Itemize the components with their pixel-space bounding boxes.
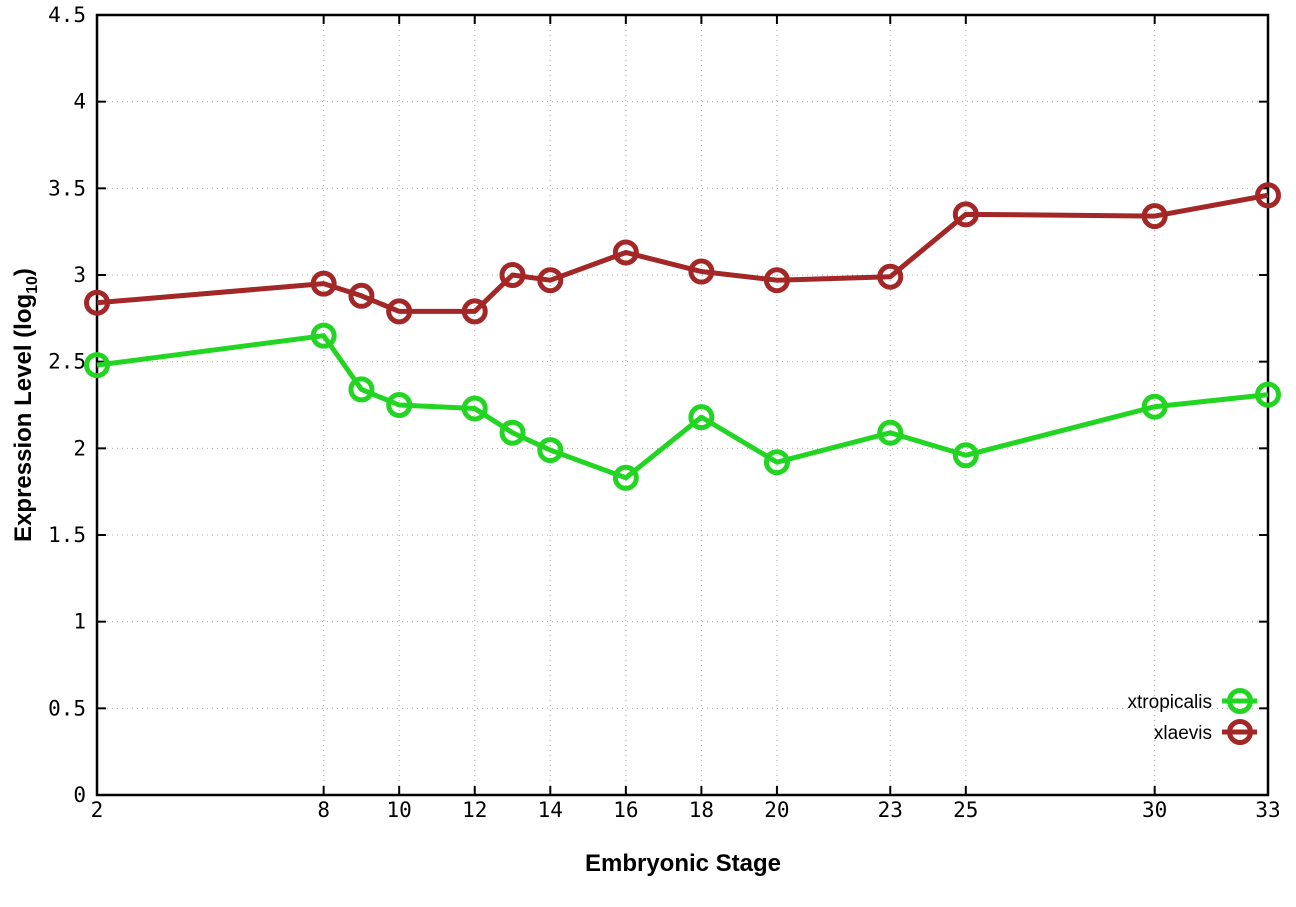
legend-marker-xtropicalis: [1227, 688, 1253, 714]
x-tick-label: 2: [91, 798, 104, 822]
x-tick-label: 10: [387, 798, 412, 822]
xlaevis-data-point: [612, 239, 639, 266]
y-axis-title-text: Expression Level (log: [10, 293, 37, 542]
xlaevis-data-point: [688, 258, 715, 285]
x-tick-label: 14: [538, 798, 563, 822]
xtropicalis-data-point: [461, 395, 488, 422]
xtropicalis-data-point: [348, 376, 375, 403]
xlaevis-data-point: [1255, 182, 1281, 209]
xtropicalis-data-point: [763, 449, 790, 476]
xtropicalis-data-point: [1255, 381, 1281, 408]
xlaevis-data-point: [763, 267, 790, 294]
xlaevis-data-point: [310, 270, 337, 297]
xtropicalis-data-point: [688, 404, 715, 431]
y-tick-label: 2.5: [48, 350, 86, 374]
y-tick-label: 0.5: [48, 696, 86, 720]
xlaevis-data-point: [386, 298, 413, 325]
xtropicalis-data-point: [310, 322, 337, 349]
y-tick-label: 1.5: [48, 523, 86, 547]
x-tick-label: 8: [317, 798, 330, 822]
y-axis-title-close: ): [10, 268, 37, 277]
xlaevis-data-point: [877, 263, 904, 290]
x-tick-label: 25: [953, 798, 978, 822]
plot-border: [95, 13, 1270, 797]
xlaevis-data-point: [1141, 203, 1168, 230]
x-tick-label: 12: [462, 798, 487, 822]
xtropicalis-data-point: [499, 419, 526, 446]
x-tick-label: 16: [613, 798, 638, 822]
y-tick-label: 4.5: [48, 3, 86, 27]
y-tick-label: 4: [73, 90, 86, 114]
y-tick-label: 3: [73, 263, 86, 287]
xlaevis-data-point: [348, 282, 375, 309]
x-tick-label: 23: [878, 798, 903, 822]
y-tick-label: 3.5: [48, 176, 86, 200]
x-tick-label: 33: [1255, 798, 1280, 822]
xtropicalis-data-point: [877, 419, 904, 446]
xlaevis-data-point: [84, 289, 110, 316]
xtropicalis-data-point: [1141, 393, 1168, 420]
xtropicalis-data-point: [537, 437, 564, 464]
xlaevis-data-point: [461, 298, 488, 325]
xlaevis-data-point: [499, 262, 526, 288]
legend-label-xtropicalis: xtropicalis: [1128, 692, 1212, 713]
xlaevis-data-point: [952, 201, 979, 228]
xtropicalis-data-point: [386, 392, 413, 418]
xtropicalis-line: [96, 333, 1269, 481]
y-tick-label: 0: [73, 783, 86, 807]
xtropicalis-data-point: [952, 442, 979, 469]
xlaevis-data-point: [537, 267, 564, 294]
y-tick-label: 2: [73, 436, 86, 460]
legend-marker-xlaevis: [1227, 719, 1253, 745]
xtropicalis-data-point: [612, 464, 639, 491]
x-tick-label: 18: [689, 798, 714, 822]
xlaevis-line: [96, 192, 1269, 314]
legend-label-xlaevis: xlaevis: [1154, 723, 1212, 744]
xtropicalis-data-point: [84, 352, 110, 379]
x-tick-label: 30: [1142, 798, 1167, 822]
y-axis-title-subscript: 10: [24, 276, 41, 294]
y-tick-label: 1: [73, 610, 86, 634]
x-tick-label: 20: [764, 798, 789, 822]
y-axis-title: Expression Level (log10): [10, 268, 42, 542]
x-axis-title: Embryonic Stage: [584, 850, 782, 877]
